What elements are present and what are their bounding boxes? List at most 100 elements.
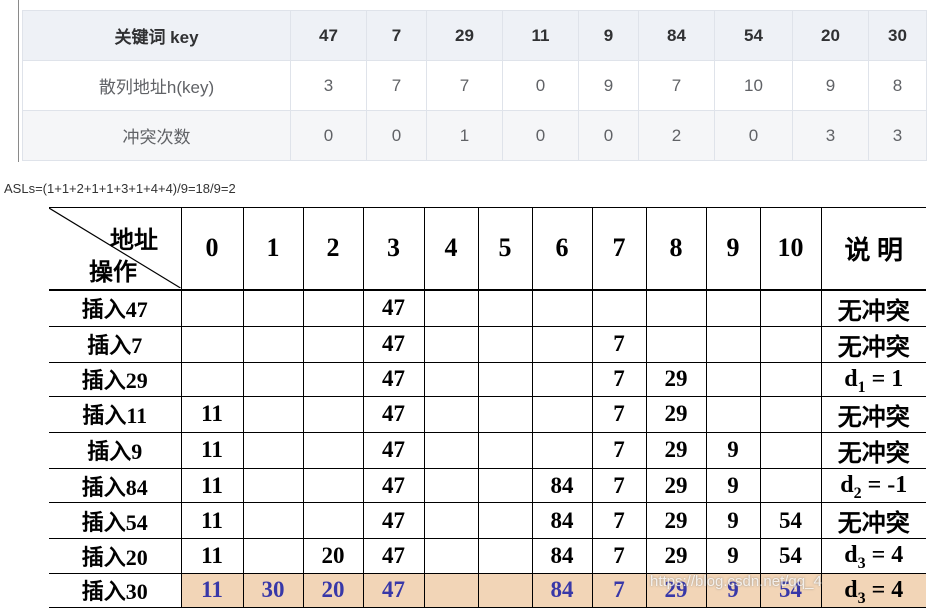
slot-cell: 9 xyxy=(705,538,761,574)
note-header: 说 明 xyxy=(820,207,926,291)
operation-label: 插入11 xyxy=(49,395,182,433)
slot-cell xyxy=(242,325,304,363)
asl-formula: ASLs=(1+1+2+1+1+3+1+4+4)/9=18/9=2 xyxy=(4,181,236,196)
slot-cell xyxy=(759,431,822,469)
slot-cell xyxy=(759,325,822,363)
slot-cell: 7 xyxy=(591,325,647,363)
slot-cell: 9 xyxy=(705,502,761,540)
note-subscript: 3 xyxy=(857,555,866,573)
slot-cell xyxy=(423,325,479,363)
key-table-cell: 0 xyxy=(714,110,793,161)
slot-cell: 29 xyxy=(645,502,707,540)
slot-cell: 84 xyxy=(531,538,593,574)
key-table-cell: 84 xyxy=(638,10,715,61)
note-cell: 无冲突 xyxy=(820,325,926,363)
slot-cell: 20 xyxy=(302,538,364,574)
key-table-cell: 7 xyxy=(366,60,427,111)
note-value: = 4 xyxy=(865,576,904,603)
slot-cell xyxy=(242,289,304,327)
slot-cell: 47 xyxy=(362,395,425,433)
slot-cell: 29 xyxy=(645,467,707,504)
key-table-cell: 20 xyxy=(792,10,869,61)
note-text: d xyxy=(840,472,854,499)
slot-cell: 7 xyxy=(591,502,647,540)
slot-cell: 30 xyxy=(242,572,304,608)
note-cell: d3 = 4 xyxy=(820,572,926,608)
corner-label-address: 地址 xyxy=(110,228,158,255)
slot-cell: 47 xyxy=(362,431,425,469)
note-value: = 1 xyxy=(865,365,904,392)
key-table-label: 冲突次数 xyxy=(22,110,291,161)
slot-cell: 7 xyxy=(591,572,647,608)
quote-bar xyxy=(18,0,19,162)
address-header-10: 10 xyxy=(759,207,822,291)
slot-cell xyxy=(302,467,364,504)
key-table-cell: 7 xyxy=(366,10,427,61)
corner-header-cell: 地址 操作 xyxy=(49,207,182,291)
note-text: 无冲突 xyxy=(837,298,910,325)
slot-cell: 11 xyxy=(180,395,244,433)
slot-cell xyxy=(302,431,364,469)
slot-cell xyxy=(477,572,533,608)
slot-cell: 7 xyxy=(591,538,647,574)
slot-cell: 84 xyxy=(531,502,593,540)
slot-cell: 11 xyxy=(180,467,244,504)
slot-cell xyxy=(477,395,533,433)
slot-cell xyxy=(423,572,479,608)
slot-cell: 11 xyxy=(180,431,244,469)
key-table-cell: 11 xyxy=(502,10,579,61)
slot-cell xyxy=(242,538,304,574)
operation-label: 插入20 xyxy=(49,538,182,574)
operation-row: 插入47 47 无冲突 xyxy=(49,289,926,327)
address-header-9: 9 xyxy=(705,207,761,291)
address-header-1: 1 xyxy=(242,207,304,291)
operation-label: 插入29 xyxy=(49,361,182,397)
key-table-cell: 54 xyxy=(714,10,793,61)
key-table-cell: 0 xyxy=(366,110,427,161)
slot-cell: 9 xyxy=(705,431,761,469)
address-header-5: 5 xyxy=(477,207,533,291)
slot-cell xyxy=(705,289,761,327)
slot-cell: 29 xyxy=(645,538,707,574)
hash-table: 地址 操作 0 1 2 3 4 5 6 7 8 9 10 说 明插入47 47 无冲突 插入7 47 7 无冲突 插入2… xyxy=(49,207,926,608)
slot-cell: 47 xyxy=(362,502,425,540)
key-table-cell: 47 xyxy=(290,10,367,61)
note-text: d xyxy=(844,542,858,569)
operation-row: 插入84 11 47 84 7 29 9 d2 = -1 xyxy=(49,467,926,504)
operation-label: 插入84 xyxy=(49,467,182,504)
address-header-3: 3 xyxy=(362,207,425,291)
note-cell: d3 = 4 xyxy=(820,538,926,574)
slot-cell xyxy=(531,289,593,327)
note-text: 无冲突 xyxy=(837,404,910,431)
address-header-0: 0 xyxy=(180,207,244,291)
slot-cell xyxy=(477,538,533,574)
address-header-2: 2 xyxy=(302,207,364,291)
slot-cell xyxy=(302,502,364,540)
note-text: d xyxy=(844,365,858,392)
slot-cell xyxy=(759,395,822,433)
note-text: 无冲突 xyxy=(837,440,910,467)
slot-cell xyxy=(302,289,364,327)
slot-cell xyxy=(591,289,647,327)
key-table-cell: 8 xyxy=(868,60,927,111)
note-text: 无冲突 xyxy=(837,334,910,361)
address-header-6: 6 xyxy=(531,207,593,291)
slot-cell xyxy=(242,361,304,397)
key-table-cell: 10 xyxy=(714,60,793,111)
operation-row: 插入7 47 7 无冲突 xyxy=(49,325,926,363)
slot-cell xyxy=(423,361,479,397)
note-value: = 4 xyxy=(865,542,904,569)
note-cell: d2 = -1 xyxy=(820,467,926,504)
operation-label: 插入7 xyxy=(49,325,182,363)
note-value: = -1 xyxy=(861,472,908,499)
slot-cell xyxy=(302,361,364,397)
slot-cell xyxy=(531,431,593,469)
slot-cell: 84 xyxy=(531,467,593,504)
key-table-cell: 0 xyxy=(502,60,579,111)
slot-cell: 7 xyxy=(591,431,647,469)
slot-cell: 20 xyxy=(302,572,364,608)
slot-cell xyxy=(759,467,822,504)
slot-cell xyxy=(242,502,304,540)
address-header-4: 4 xyxy=(423,207,479,291)
slot-cell xyxy=(180,289,244,327)
